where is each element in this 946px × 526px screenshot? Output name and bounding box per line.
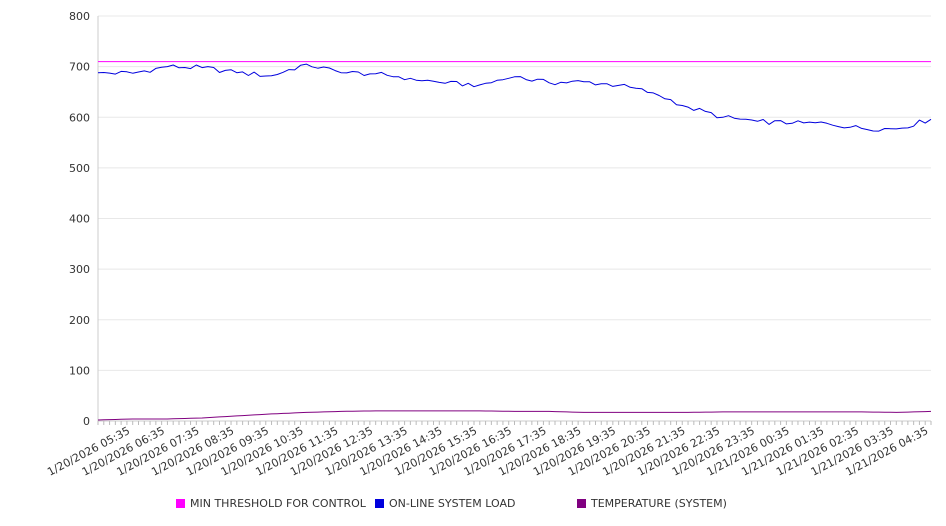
- legend-item: MIN THRESHOLD FOR CONTROL: [176, 497, 366, 510]
- legend: MIN THRESHOLD FOR CONTROL ON-LINE SYSTEM …: [0, 497, 946, 517]
- legend-label: TEMPERATURE (SYSTEM): [591, 497, 727, 510]
- legend-label: ON-LINE SYSTEM LOAD: [389, 497, 516, 510]
- y-tick-label: 600: [69, 111, 90, 124]
- legend-swatch: [577, 499, 586, 508]
- series-line-1: [97, 63, 932, 132]
- series-line-2: [97, 410, 932, 421]
- legend-label: MIN THRESHOLD FOR CONTROL: [190, 497, 366, 510]
- y-tick-label: 300: [69, 263, 90, 276]
- grid-lines: [98, 15, 931, 371]
- y-tick-label: 400: [69, 213, 90, 226]
- y-tick-label: 100: [69, 364, 90, 377]
- legend-swatch: [176, 499, 185, 508]
- legend-item: ON-LINE SYSTEM LOAD: [375, 497, 515, 510]
- x-tick-labels: 1/20/2026 05:351/20/2026 06:351/20/2026 …: [45, 424, 930, 478]
- axes: [97, 16, 932, 425]
- legend-swatch: [375, 499, 384, 508]
- y-tick-labels: 0 100 200 300 400 500 600 700 800: [69, 10, 90, 428]
- y-tick-label: 200: [69, 314, 90, 327]
- y-tick-label: 700: [69, 61, 90, 74]
- y-tick-label: 0: [83, 415, 90, 428]
- legend-item: TEMPERATURE (SYSTEM): [577, 497, 727, 510]
- series-lines: [97, 61, 932, 421]
- y-tick-label: 800: [69, 10, 90, 23]
- y-tick-label: 500: [69, 162, 90, 175]
